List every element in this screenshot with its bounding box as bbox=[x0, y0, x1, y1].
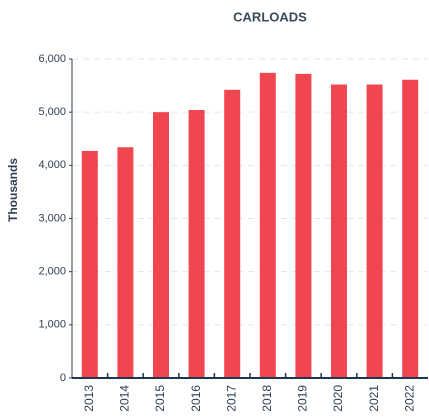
y-tick-label: 6,000 bbox=[38, 53, 66, 65]
x-tick-label: 2019 bbox=[296, 385, 310, 412]
x-tick-label: 2022 bbox=[402, 385, 416, 412]
bar bbox=[188, 110, 205, 378]
x-tick-label: 2013 bbox=[82, 385, 96, 412]
y-tick-label: 1,000 bbox=[38, 319, 66, 331]
bar bbox=[259, 72, 276, 378]
x-tick-label: 2018 bbox=[260, 385, 274, 412]
y-tick-label: 3,000 bbox=[38, 212, 66, 224]
bar bbox=[117, 147, 134, 378]
bar bbox=[295, 73, 312, 379]
y-axis-label: Thousands bbox=[6, 158, 20, 222]
bar bbox=[224, 89, 241, 378]
bar bbox=[331, 84, 347, 379]
x-tick-label: 2017 bbox=[224, 385, 238, 412]
bar bbox=[402, 79, 419, 379]
x-tick-label: 2016 bbox=[189, 385, 203, 412]
x-tick-label: 2021 bbox=[367, 385, 381, 412]
y-tick-label: 2,000 bbox=[38, 266, 66, 278]
x-tick-label: 2014 bbox=[118, 385, 132, 412]
y-tick-label: 5,000 bbox=[38, 106, 66, 118]
chart-title: CARLOADS bbox=[233, 9, 307, 24]
x-tick-label: 2015 bbox=[153, 385, 167, 412]
x-tick-label: 2020 bbox=[331, 385, 345, 412]
bar bbox=[153, 112, 169, 379]
bar bbox=[81, 150, 98, 378]
bar bbox=[366, 84, 383, 379]
y-tick-label: 0 bbox=[60, 372, 66, 384]
y-tick-label: 4,000 bbox=[38, 159, 66, 171]
